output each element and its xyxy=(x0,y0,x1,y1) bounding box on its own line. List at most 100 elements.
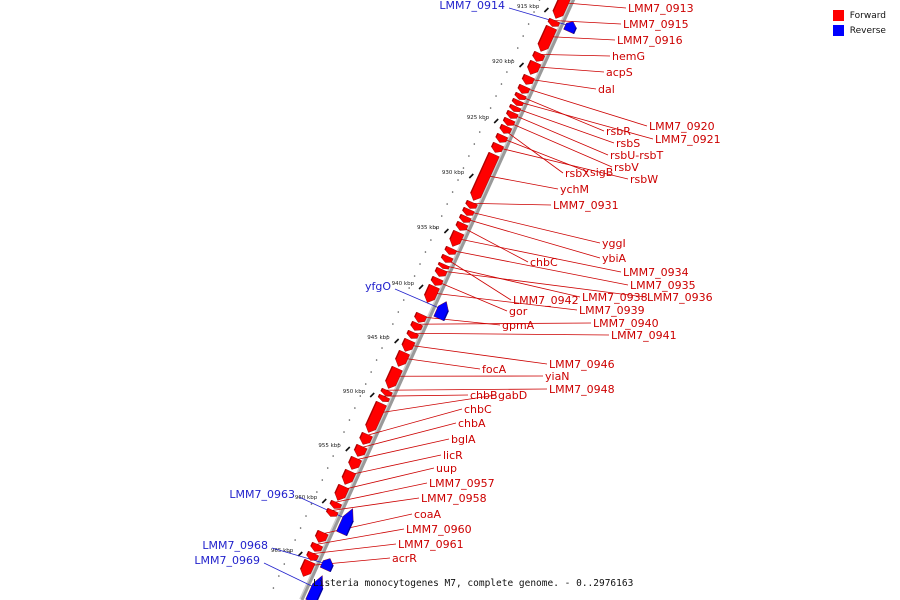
forward-gene-arrow-edge xyxy=(384,365,394,382)
forward-gene-label: yggI xyxy=(602,237,626,250)
forward-gene-arrow xyxy=(459,213,472,223)
forward-leader-line xyxy=(522,77,597,90)
forward-gene-arrow-edge xyxy=(449,229,455,240)
forward-gene-label: gabD xyxy=(498,389,527,402)
guide-dot xyxy=(326,467,329,469)
guide-dot xyxy=(337,443,340,445)
forward-leader-line xyxy=(450,236,622,273)
forward-gene-arrow-edge xyxy=(406,329,410,335)
guide-dot xyxy=(364,383,367,385)
guide-dot xyxy=(408,287,410,289)
forward-gene-label: LMM7_0934 xyxy=(623,266,689,279)
forward-gene-arrow-edge xyxy=(458,213,462,219)
forward-gene-arrow xyxy=(527,59,542,75)
forward-gene-arrow xyxy=(315,529,329,543)
forward-leader-line xyxy=(349,438,450,462)
forward-gene-label: LMM7_0939 xyxy=(579,304,645,317)
reverse-gene-label: yfgO xyxy=(365,280,391,293)
forward-gene-label: ybiA xyxy=(602,252,627,265)
forward-leader-line xyxy=(515,93,605,132)
guide-dot xyxy=(440,215,443,217)
forward-gene-arrow-edge xyxy=(310,541,314,547)
forward-gene-label: LMM7_0920 xyxy=(649,120,715,133)
forward-leader-line xyxy=(512,99,654,140)
forward-gene-arrow-edge xyxy=(455,220,459,226)
guide-dot xyxy=(321,479,324,481)
forward-gene-arrow xyxy=(499,123,513,134)
legend: Forward Reverse xyxy=(832,8,886,38)
forward-gene-arrow-edge xyxy=(306,550,310,556)
guide-dot xyxy=(484,119,486,121)
guide-dot xyxy=(316,491,318,493)
guide-dot xyxy=(359,395,362,397)
guide-dot xyxy=(348,419,351,421)
forward-gene-label: LMM7_0915 xyxy=(623,18,689,31)
guide-dot xyxy=(430,239,432,241)
legend-forward-swatch xyxy=(832,10,844,21)
forward-gene-arrow-edge xyxy=(521,73,526,80)
forward-gene-arrow xyxy=(509,103,522,112)
forward-gene-label: LMM7_0958 xyxy=(421,492,487,505)
guide-dot xyxy=(370,371,372,373)
forward-gene-label: gor xyxy=(509,305,528,318)
guide-dot xyxy=(533,11,535,13)
forward-gene-arrow xyxy=(441,253,454,263)
forward-gene-arrow-edge xyxy=(341,468,347,478)
forward-gene-arrow-edge xyxy=(444,245,448,251)
forward-leader-line xyxy=(438,263,581,298)
forward-gene-label: LMM7_0941 xyxy=(611,329,677,342)
forward-gene-label: uup xyxy=(436,462,457,475)
forward-gene-arrow xyxy=(455,220,469,231)
forward-leader-line xyxy=(431,278,508,312)
forward-gene-arrow xyxy=(414,311,428,323)
guide-dot xyxy=(397,311,400,313)
forward-leader-line xyxy=(370,394,497,415)
tick-mark xyxy=(297,551,303,557)
guide-dot xyxy=(299,527,302,529)
reverse-gene-arrow xyxy=(433,301,449,322)
forward-gene-label: rsbX xyxy=(565,167,590,180)
forward-gene-label: hemG xyxy=(612,50,645,63)
forward-leader-line xyxy=(518,85,648,127)
tick-mark xyxy=(518,62,525,68)
forward-leader-line xyxy=(479,173,559,190)
backbone-line xyxy=(300,0,576,600)
tick-label: 920 kbp xyxy=(492,59,515,65)
reverse-gene-arrow-edge xyxy=(345,520,354,537)
forward-leader-line xyxy=(533,53,611,57)
forward-gene-label: LMM7_0942 xyxy=(513,294,579,307)
forward-leader-line xyxy=(301,557,391,567)
tick-mark xyxy=(443,228,449,234)
forward-gene-arrow-edge xyxy=(430,275,434,281)
reverse-gene-label: LMM7_0969 xyxy=(194,554,260,567)
forward-gene-label: bglA xyxy=(451,433,476,446)
tick-label: 950 kbp xyxy=(343,389,366,395)
forward-gene-label: chbB xyxy=(470,389,498,402)
forward-gene-arrow-edge xyxy=(537,24,548,45)
forward-gene-arrow-edge xyxy=(440,253,444,259)
forward-gene-label: chbA xyxy=(458,417,486,430)
guide-dot xyxy=(511,59,514,61)
forward-gene-arrow xyxy=(537,24,557,52)
forward-gene-arrow xyxy=(406,329,419,339)
guide-dot xyxy=(473,143,476,145)
forward-gene-label: LMM7_0948 xyxy=(549,383,615,396)
forward-gene-label: rsbV xyxy=(614,161,639,174)
forward-leader-line xyxy=(503,119,613,168)
guide-dot xyxy=(354,407,356,409)
forward-gene-label: LMM7_0921 xyxy=(655,133,721,146)
guide-dot xyxy=(489,107,492,109)
guide-dot xyxy=(288,551,291,553)
forward-gene-arrow xyxy=(430,275,444,286)
forward-gene-arrow xyxy=(310,541,324,552)
forward-gene-label: LMM7_0946 xyxy=(549,358,615,371)
guide-dot xyxy=(343,431,345,433)
tick-mark xyxy=(369,392,375,398)
forward-gene-label: gpmA xyxy=(502,319,535,332)
guide-dot xyxy=(402,299,405,301)
tick-label: 915 kbp xyxy=(517,4,540,10)
forward-leader-line xyxy=(456,223,529,263)
guide-dot xyxy=(522,35,524,37)
forward-leader-line xyxy=(491,145,629,180)
